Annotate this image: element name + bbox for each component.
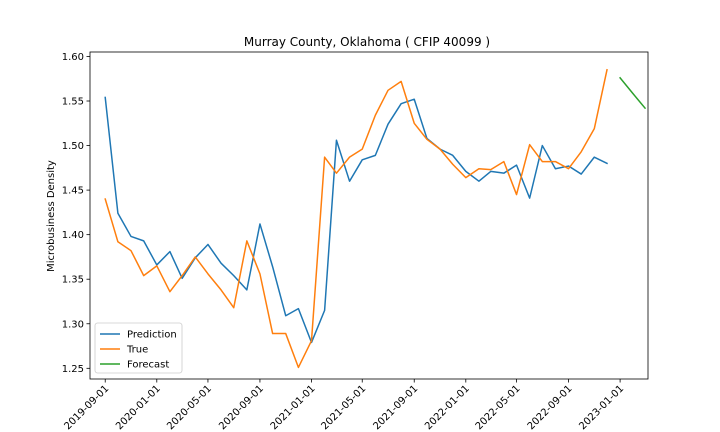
series-line-prediction [104,96,609,344]
y-tick-label: 1.60 [62,52,84,63]
y-tick-label: 1.50 [62,141,84,152]
legend-label-prediction: Prediction [127,330,177,341]
series-line-forecast [619,76,647,110]
y-tick-label: 1.30 [62,319,84,330]
y-tick-label: 1.35 [62,275,84,286]
y-tick-label: 1.45 [62,186,84,197]
legend-label-forecast: Forecast [127,360,169,371]
chart-title: Murray County, Oklahoma ( CFIP 40099 ) [244,35,490,49]
y-tick-label: 1.55 [62,97,84,108]
legend: Prediction True Forecast [94,322,183,374]
y-tick-label: 1.40 [62,230,84,241]
legend-box [94,322,183,374]
axes-frame [89,51,649,380]
y-axis-label: Microbusiness Density [46,160,57,272]
y-tick-label: 1.25 [62,364,84,375]
legend-label-true: True [126,345,148,356]
series-line-true [104,68,608,369]
